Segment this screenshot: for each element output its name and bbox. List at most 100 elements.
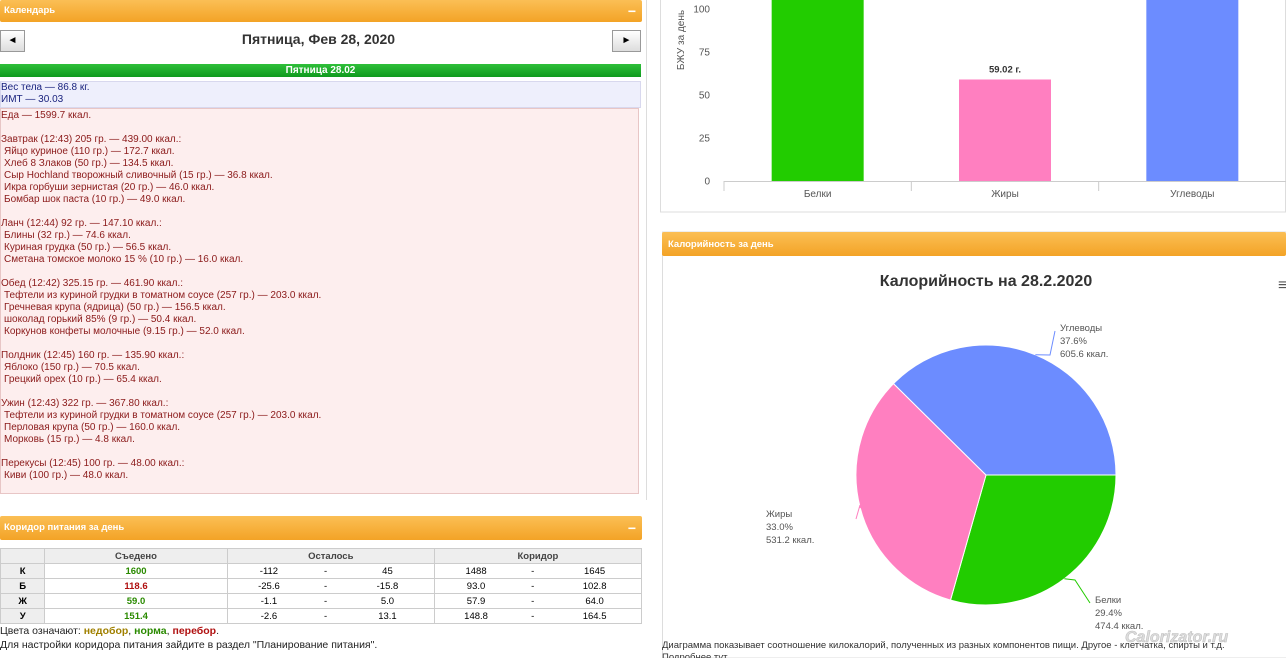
meal-item: Сметана томское молоко 15 % (10 гр.) — 1…: [4, 254, 244, 265]
chart-note: Диаграмма показывает соотношение килокал…: [662, 640, 1225, 651]
dash: -: [517, 563, 549, 579]
row: У 151.4 -2.6-13.1 148.8-164.5: [0, 608, 643, 624]
corner: [0, 548, 46, 564]
pie-label: 474.4 ккал.: [1095, 621, 1143, 632]
row-label: Б: [0, 578, 46, 594]
meal-title: Ужин (12:43) 322 гр. — 367.80 ккал.:: [1, 398, 169, 409]
column-header: Съедено: [44, 548, 228, 564]
spacer: [1, 446, 638, 458]
connector: [1064, 578, 1091, 604]
weight: Вес тела — 86.8 кг.: [1, 82, 90, 93]
corridor-panel: Коридор питания за день − Съедено Осталось…: [0, 512, 646, 658]
bar: [1146, 0, 1239, 181]
eaten: 151.4: [44, 608, 228, 624]
pie-label: Углеводы: [1060, 323, 1102, 334]
meal-title: Полдник (12:45) 160 гр. — 135.90 ккал.:: [1, 350, 185, 361]
dash: -: [310, 578, 342, 594]
max: 13.1: [341, 608, 435, 624]
pie-slice: [892, 344, 1117, 476]
menu-icon: ≡: [1278, 277, 1286, 294]
spacer: [1, 338, 638, 350]
connector: [1035, 330, 1056, 356]
spacer: [1, 206, 638, 218]
max: 45: [341, 563, 435, 579]
max: 64.0: [548, 593, 643, 609]
legend-sep: ,: [166, 625, 173, 637]
collapse[interactable]: −: [627, 3, 636, 19]
bar: [959, 79, 1051, 181]
food-total: Еда — 1599.7 ккал.: [1, 110, 92, 121]
meal-item: Бомбар шок паста (10 гр.) — 49.0 ккал.: [4, 194, 186, 205]
row-label: К: [0, 563, 46, 579]
column-header: Коридор: [433, 548, 643, 564]
pie-label: 605.6 ккал.: [1060, 349, 1108, 360]
legend-prefix: Цвета означают:: [0, 625, 84, 637]
row: Ж 59.0 -1.1-5.0 57.9-64.0: [0, 593, 643, 609]
meal-item: Блины (32 гр.) — 74.6 ккал.: [4, 230, 131, 241]
legend-end: .: [216, 625, 220, 637]
y-tick-label: 75: [699, 48, 711, 59]
corridor-table: Съедено Осталось Коридор К 1600 -112-45 1488-1…: [0, 548, 643, 624]
max: -15.8: [341, 578, 435, 594]
panel-header: Календарь −: [0, 0, 642, 22]
meal-item: Икра горбуши зернистая (20 гр.) — 46.0 к…: [4, 182, 215, 193]
meal-item: Морковь (15 гр.) — 4.8 ккал.: [4, 434, 135, 445]
max: 164.5: [548, 608, 643, 624]
min: -2.6: [226, 608, 311, 624]
next-button[interactable]: ►: [612, 30, 641, 52]
meal-title: Перекусы (12:45) 100 гр. — 48.00 ккал.:: [1, 458, 185, 469]
x-tick-label: Белки: [804, 189, 832, 200]
eaten: 118.6: [44, 578, 228, 594]
more-link: Подробнее тут: [662, 652, 728, 658]
meal-item: Грецкий орех (10 гр.) — 65.4 ккал.: [4, 374, 162, 385]
collapse[interactable]: −: [627, 520, 636, 536]
dash: -: [310, 608, 342, 624]
panel-header: Коридор питания за день −: [0, 516, 642, 540]
meal-item: Тефтели из куриной грудки в томатном соу…: [4, 410, 322, 421]
watermark: Calorizator.ru: [1125, 629, 1228, 646]
header-title: Коридор питания за день: [4, 522, 125, 533]
max: 5.0: [341, 593, 435, 609]
column-header: Осталось: [226, 548, 435, 564]
meal-item: Перловая крупа (50 гр.) — 160.0 ккал.: [4, 422, 181, 433]
meal-item: Гречневая крупа (ядрица) (50 гр.) — 156.…: [4, 302, 226, 313]
weight-box: Вес тела — 86.8 кг. ИМТ — 30.03: [0, 81, 641, 108]
spacer: [1, 122, 638, 134]
meal-title: Ланч (12:44) 92 гр. — 147.10 ккал.:: [1, 218, 162, 229]
meal-item: шоколад горький 85% (9 гр.) — 50.4 ккал.: [4, 314, 197, 325]
max: 102.8: [548, 578, 643, 594]
meal-item: Куриная грудка (50 гр.) — 56.5 ккал.: [4, 242, 172, 253]
max: 1645: [548, 563, 643, 579]
corridor-note: Для настройки коридора питания зайдите в…: [0, 639, 378, 651]
y-tick-label: 25: [699, 134, 711, 145]
bmi: ИМТ — 30.03: [1, 94, 64, 105]
date-title: Пятница, Фев 28, 2020: [241, 31, 396, 47]
meal-item: Яйцо куриное (110 гр.) — 172.7 ккал.: [4, 146, 175, 157]
charts: БЖУ за день 0 25 50 75 100 Белки Жиры 59.02 г. Уг…: [660, 0, 1286, 658]
header-title: Калорийность за день: [668, 239, 774, 250]
meal-item: Тефтели из куриной грудки в томатном соу…: [4, 290, 322, 301]
pie-label: 37.6%: [1060, 336, 1087, 347]
dash: -: [517, 593, 549, 609]
row-label: Ж: [0, 593, 46, 609]
min: 148.8: [433, 608, 518, 624]
meal-item: Хлеб 8 Злаков (50 гр.) — 134.5 ккал.: [4, 158, 174, 169]
value-label: 59.02 г.: [989, 64, 1021, 75]
day-bar: Пятница 28.02: [0, 64, 641, 77]
row: К 1600 -112-45 1488-1645: [0, 563, 643, 579]
dash: -: [517, 578, 549, 594]
prev-button[interactable]: ◄: [0, 30, 25, 52]
eaten: 59.0: [44, 593, 228, 609]
legend-norm: норма: [134, 625, 167, 637]
meal-title: Обед (12:42) 325.15 гр. — 461.90 ккал.:: [1, 278, 184, 289]
bar: [771, 0, 864, 182]
dash: -: [310, 593, 342, 609]
color-legend: Цвета означают: недобор, норма, перебор.: [0, 625, 219, 637]
x-tick-label: Углеводы: [1170, 189, 1214, 200]
eaten: 1600: [44, 563, 228, 579]
meal-title: Завтрак (12:43) 205 гр. — 439.00 ккал.:: [1, 134, 182, 145]
meal-item: Сыр Hochland творожный сливочный (15 гр.…: [4, 170, 273, 181]
header-title: Календарь: [4, 5, 56, 16]
dash: -: [517, 608, 549, 624]
